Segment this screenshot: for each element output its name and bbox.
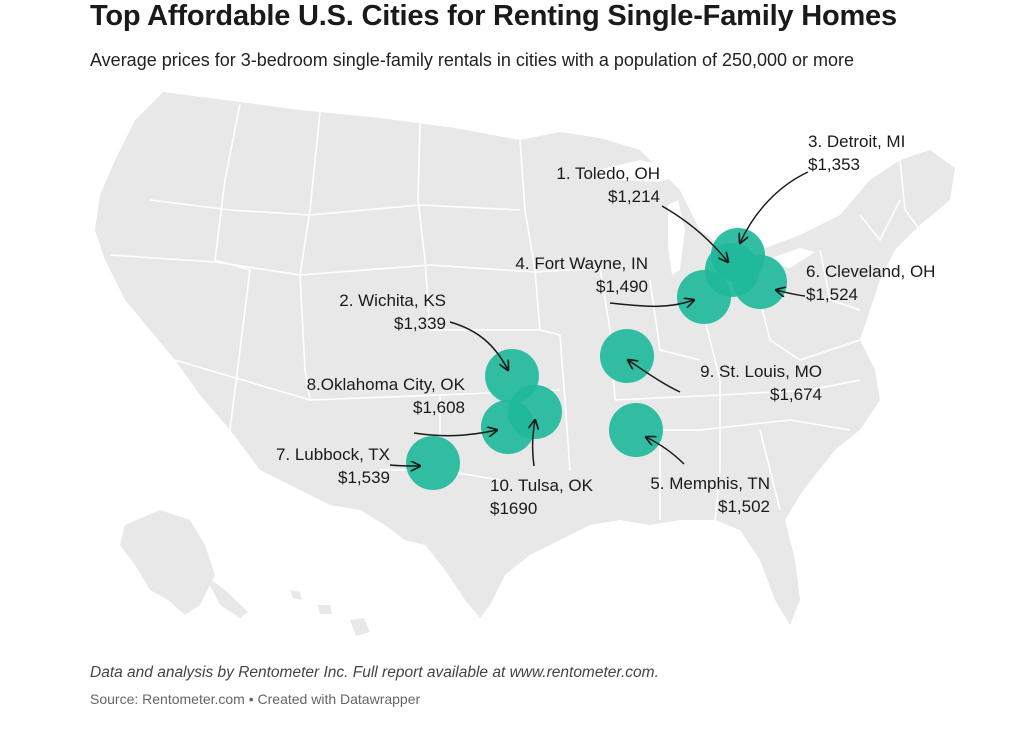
arrow-lubbock <box>389 465 420 466</box>
city-price: $1,608 <box>413 398 465 417</box>
city-name: 7. Lubbock, TX <box>275 445 390 464</box>
city-bubble-oklahoma-city-ok <box>481 400 535 454</box>
chart-subtitle: Average prices for 3-bedroom single-fami… <box>90 50 855 70</box>
arrow-wichita <box>449 321 508 370</box>
city-price: $1,539 <box>338 468 390 487</box>
arrow-detroit <box>740 171 809 243</box>
alaska-shape <box>120 510 215 615</box>
city-price: $1,502 <box>718 497 770 516</box>
city-price: $1690 <box>490 499 538 518</box>
city-name: 8.Oklahoma City, OK <box>306 375 465 394</box>
city-bubble-lubbock-tx <box>406 436 460 490</box>
chart-title: Top Affordable U.S. Cities for Renting S… <box>90 0 897 32</box>
label-cleveland: 6. Cleveland, OH $1,524 <box>806 260 935 306</box>
arrow-memphis <box>646 437 685 465</box>
footnote: Data and analysis by Rentometer Inc. Ful… <box>90 664 659 681</box>
arrow-oklahoma <box>413 430 497 436</box>
label-oklahoma-city: 8.Oklahoma City, OK $1,608 <box>262 373 465 419</box>
city-name: 2. Wichita, KS <box>339 291 446 310</box>
lake-superior-shape <box>590 160 690 182</box>
arrow-fort-wayne <box>609 300 694 306</box>
alaska-tail-shape <box>205 575 248 618</box>
hawaii-shape <box>290 590 370 636</box>
arrow-toledo <box>661 205 728 262</box>
city-name: 10. Tulsa, OK <box>490 476 593 495</box>
label-lubbock: 7. Lubbock, TX $1,539 <box>240 443 390 489</box>
arrow-layer <box>389 171 809 467</box>
label-wichita: 2. Wichita, KS $1,339 <box>300 289 446 335</box>
city-name: 5. Memphis, TN <box>650 474 770 493</box>
label-fort-wayne: 4. Fort Wayne, IN $1,490 <box>480 252 648 298</box>
arrow-cleveland <box>776 290 806 296</box>
label-st-louis: 9. St. Louis, MO $1,674 <box>670 360 822 406</box>
label-detroit: 3. Detroit, MI $1,353 <box>808 130 905 176</box>
city-bubble-detroit-mi <box>711 228 765 282</box>
city-name: 3. Detroit, MI <box>808 132 906 151</box>
source-credit: Source: Rentometer.com • Created with Da… <box>90 691 421 707</box>
arrow-tulsa <box>533 420 535 467</box>
state-borders <box>109 103 921 521</box>
city-bubble-st-louis-mo <box>600 329 654 383</box>
city-name: 9. St. Louis, MO <box>700 362 822 381</box>
city-price: $1,674 <box>770 385 822 404</box>
arrow-st-louis <box>628 360 681 393</box>
label-toledo: 1. Toledo, OH $1,214 <box>535 162 660 208</box>
city-name: 4. Fort Wayne, IN <box>515 254 648 273</box>
city-price: $1,490 <box>596 277 648 296</box>
city-price: $1,524 <box>806 285 858 304</box>
city-bubble-memphis-tn <box>609 403 663 457</box>
city-name: 1. Toledo, OH <box>556 164 660 183</box>
city-price: $1,353 <box>808 155 860 174</box>
city-price: $1,339 <box>394 314 446 333</box>
city-name: 6. Cleveland, OH <box>806 262 936 281</box>
label-memphis: 5. Memphis, TN $1,502 <box>620 472 770 518</box>
label-tulsa: 10. Tulsa, OK $1690 <box>490 474 593 520</box>
city-price: $1,214 <box>608 187 660 206</box>
